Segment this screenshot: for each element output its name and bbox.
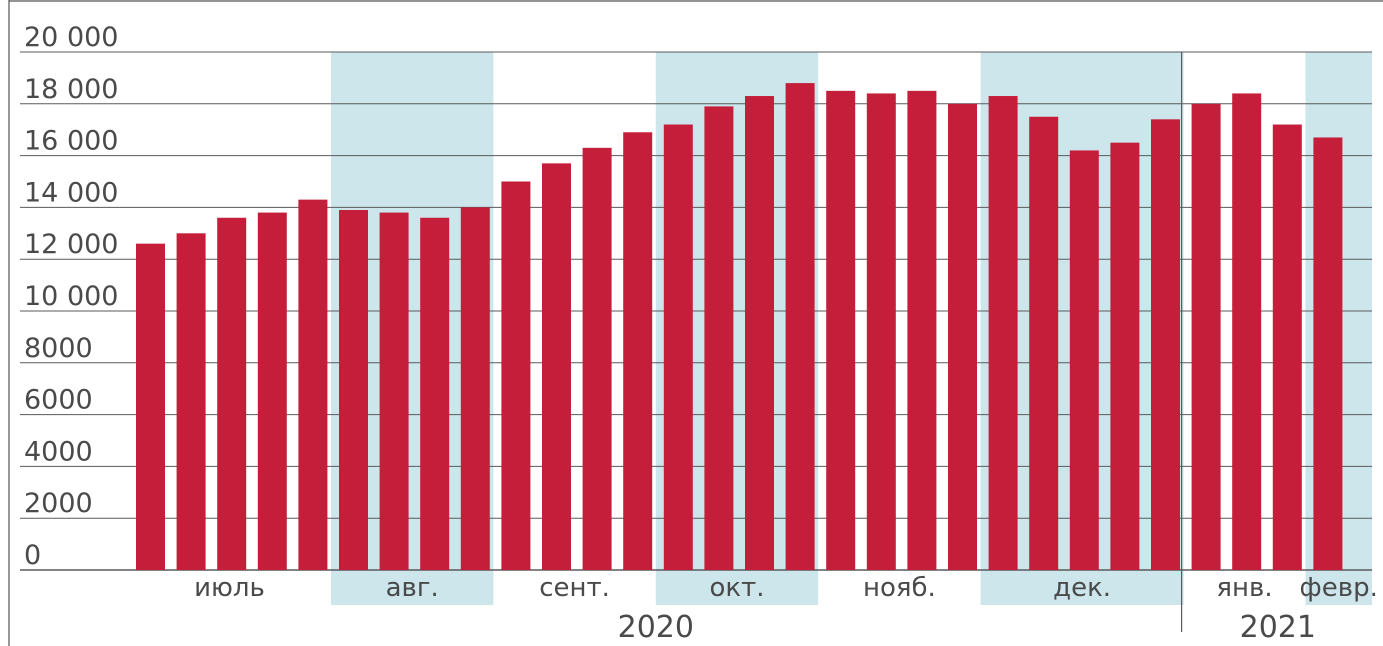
bar-18 [866, 93, 896, 570]
ytick-label-0: 0 [24, 540, 41, 571]
bar-28 [1272, 124, 1302, 571]
month-label-5: дек. [1053, 573, 1111, 603]
month-label-6: янв. [1216, 573, 1272, 603]
ytick-label-1: 2000 [24, 488, 93, 519]
ytick-label-2: 4000 [24, 436, 93, 467]
x-axis-labels: июль авг. сент. окт. нояб. дек. янв. февр. 2020 2… [194, 52, 1378, 645]
ytick-label-3: 6000 [24, 385, 93, 416]
bar-22 [1029, 116, 1059, 570]
bar-12 [623, 132, 653, 571]
month-label-2: сент. [539, 573, 610, 603]
bar-15 [745, 96, 774, 570]
bar-1 [176, 233, 206, 571]
bar-19 [907, 90, 937, 570]
bar-0 [136, 243, 165, 570]
bar-5 [339, 209, 368, 571]
bar-14 [704, 106, 734, 570]
bar-8 [460, 207, 490, 570]
bar-27 [1232, 93, 1262, 570]
bar-17 [826, 90, 856, 570]
month-label-7: февр. [1300, 573, 1378, 603]
bar-25 [1151, 119, 1180, 570]
bar-23 [1069, 150, 1099, 571]
ytick-label-4: 8000 [24, 333, 93, 364]
bar-21 [988, 96, 1018, 570]
bar-20 [948, 103, 977, 571]
bar-7 [420, 217, 450, 570]
month-label-4: нояб. [863, 573, 936, 603]
year-label-1: 2021 [1240, 610, 1316, 645]
y-axis-ticks: 0 2000 4000 6000 8000 10 000 12 000 14 000 16 00… [24, 22, 118, 571]
bar-11 [582, 147, 612, 570]
ytick-label-9: 18 000 [24, 74, 118, 105]
month-label-0: июль [194, 573, 265, 603]
month-label-1: авг. [386, 573, 439, 603]
ytick-label-6: 12 000 [24, 229, 118, 260]
ytick-label-7: 14 000 [24, 177, 118, 208]
bar-26 [1191, 103, 1221, 571]
bar-16 [785, 83, 815, 570]
bar-2 [217, 217, 247, 570]
bar-13 [663, 124, 693, 571]
bar-9 [501, 181, 531, 570]
bar-10 [542, 163, 571, 570]
ytick-label-10: 20 000 [24, 22, 118, 53]
year-label-0: 2020 [618, 610, 694, 645]
ytick-label-8: 16 000 [24, 126, 118, 157]
ytick-label-5: 10 000 [24, 281, 118, 312]
chart-frame [8, 0, 1383, 646]
bars [136, 83, 1343, 571]
month-label-3: окт. [709, 573, 764, 603]
bar-24 [1110, 142, 1140, 570]
bar-29 [1313, 137, 1343, 570]
bar-3 [257, 212, 287, 570]
bar-6 [379, 212, 409, 570]
bar-4 [298, 199, 328, 570]
